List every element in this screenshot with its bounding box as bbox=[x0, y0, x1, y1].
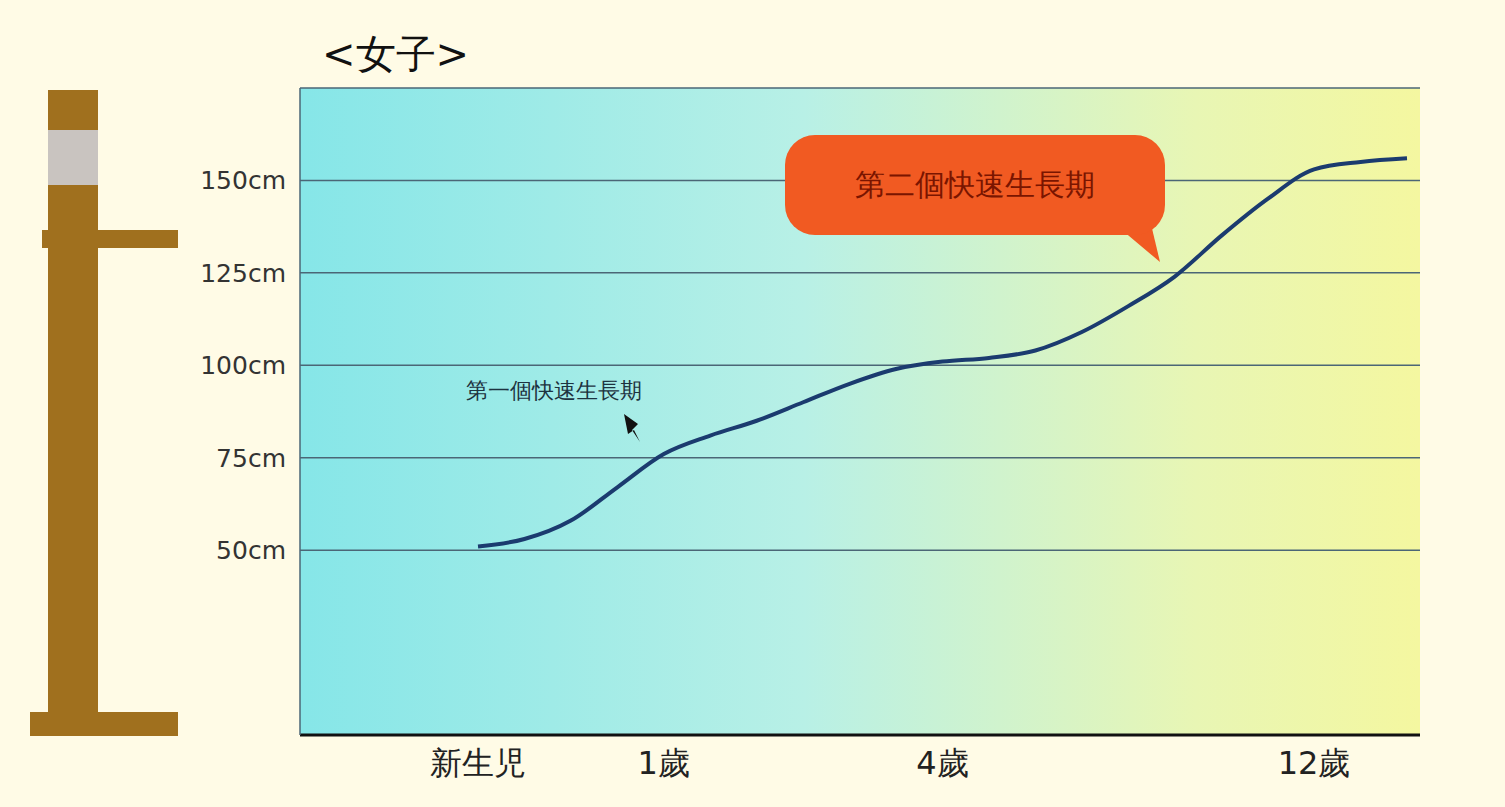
svg-text:4歲: 4歲 bbox=[916, 744, 968, 782]
svg-text:1歲: 1歲 bbox=[638, 744, 690, 782]
svg-text:125cm: 125cm bbox=[200, 259, 286, 288]
svg-text:12歲: 12歲 bbox=[1278, 744, 1351, 782]
html-text:第一個快速生長期: 第一個快速生長期 bbox=[466, 378, 642, 403]
svg-text:100cm: 100cm bbox=[200, 351, 286, 380]
svg-text:50cm: 50cm bbox=[216, 536, 286, 565]
svg-text:75cm: 75cm bbox=[216, 444, 286, 473]
svg-text:新生児: 新生児 bbox=[430, 744, 526, 782]
svg-text:150cm: 150cm bbox=[200, 166, 286, 195]
html-text:<女子>: <女子> bbox=[322, 31, 469, 77]
html-text:第二個快速生長期: 第二個快速生長期 bbox=[855, 166, 1095, 202]
